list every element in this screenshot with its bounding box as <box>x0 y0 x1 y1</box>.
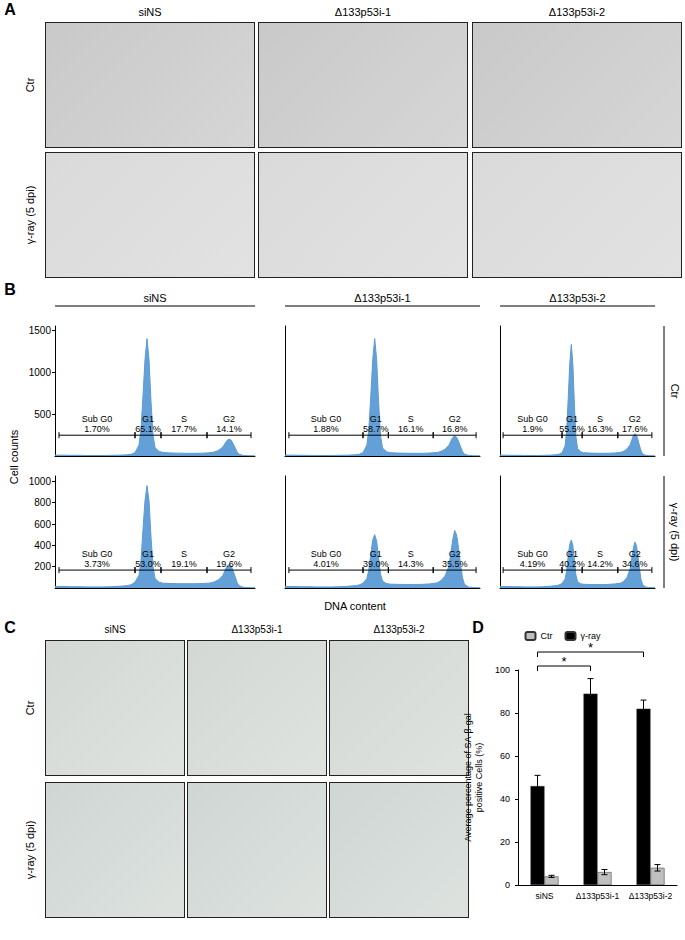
svg-text:16.3%: 16.3% <box>587 424 613 434</box>
html-text:Δ133p53i-2: Δ133p53i-2 <box>373 624 425 635</box>
svg-text:19.1%: 19.1% <box>171 559 197 569</box>
svg-text:58.7%: 58.7% <box>363 424 389 434</box>
svg-text:35.5%: 35.5% <box>442 559 468 569</box>
svg-text:55.5%: 55.5% <box>559 424 585 434</box>
svg-text:G1: G1 <box>142 549 154 559</box>
svg-text:Sub G0: Sub G0 <box>517 414 548 424</box>
svg-text:G2: G2 <box>223 414 235 424</box>
svg-text:1.88%: 1.88% <box>313 424 339 434</box>
svg-text:Sub G0: Sub G0 <box>82 414 113 424</box>
svg-text:1500: 1500 <box>29 325 52 336</box>
html-text:Δ133p53i-1: Δ133p53i-1 <box>334 5 392 18</box>
svg-text:19.6%: 19.6% <box>216 559 242 569</box>
svg-text:14.3%: 14.3% <box>398 559 424 569</box>
svg-text:S: S <box>181 414 187 424</box>
svg-text:Δ133p53i-1: Δ133p53i-1 <box>354 292 410 304</box>
svg-text:G2: G2 <box>449 414 461 424</box>
svg-text:G1: G1 <box>370 414 382 424</box>
svg-text:Ctr: Ctr <box>541 631 553 641</box>
svg-text:14.2%: 14.2% <box>587 559 613 569</box>
html-text:siNS: siNS <box>104 624 126 635</box>
svg-text:*: * <box>561 654 566 669</box>
svg-text:S: S <box>597 414 603 424</box>
svg-text:600: 600 <box>34 519 51 530</box>
svg-text:200: 200 <box>34 561 51 572</box>
svg-text:20: 20 <box>500 837 510 847</box>
svg-text:γ-ray (5 dpi): γ-ray (5 dpi) <box>669 503 681 562</box>
svg-text:γ-ray: γ-ray <box>580 631 600 641</box>
svg-text:S: S <box>597 549 603 559</box>
svg-text:Sub G0: Sub G0 <box>311 414 342 424</box>
svg-text:53.0%: 53.0% <box>135 559 161 569</box>
html-text:D: D <box>472 619 484 636</box>
svg-text:Δ133p53i-1: Δ133p53i-1 <box>576 891 620 901</box>
svg-text:Δ133p53i-2: Δ133p53i-2 <box>629 891 673 901</box>
svg-text:1000: 1000 <box>29 476 52 487</box>
svg-text:Average percentage of SA-β-gal: Average percentage of SA-β-gal <box>463 713 473 842</box>
svg-text:DNA content: DNA content <box>324 600 386 612</box>
svg-text:34.6%: 34.6% <box>622 559 648 569</box>
svg-text:G2: G2 <box>629 414 641 424</box>
html-text:C: C <box>4 619 16 636</box>
svg-text:65.1%: 65.1% <box>135 424 161 434</box>
svg-text:Sub G0: Sub G0 <box>82 549 113 559</box>
svg-text:17.6%: 17.6% <box>622 424 648 434</box>
svg-text:40: 40 <box>500 794 510 804</box>
svg-text:positive Cells (%): positive Cells (%) <box>474 743 484 813</box>
svg-text:siNS: siNS <box>143 292 166 304</box>
svg-text:Ctr: Ctr <box>669 384 681 399</box>
svg-text:Cell counts: Cell counts <box>8 429 20 484</box>
svg-text:G1: G1 <box>142 414 154 424</box>
svg-text:40.2%: 40.2% <box>559 559 585 569</box>
svg-text:G2: G2 <box>629 549 641 559</box>
svg-text:*: * <box>588 640 593 655</box>
svg-text:1.70%: 1.70% <box>84 424 110 434</box>
svg-text:G2: G2 <box>449 549 461 559</box>
html-text:γ-ray (5 dpi): γ-ray (5 dpi) <box>23 820 36 880</box>
svg-text:17.7%: 17.7% <box>171 424 197 434</box>
svg-text:400: 400 <box>34 540 51 551</box>
svg-text:Sub G0: Sub G0 <box>517 549 548 559</box>
svg-text:16.8%: 16.8% <box>442 424 468 434</box>
svg-text:Δ133p53i-2: Δ133p53i-2 <box>549 292 605 304</box>
html-text:Ctr: Ctr <box>23 700 36 716</box>
svg-text:500: 500 <box>34 409 51 420</box>
svg-text:S: S <box>181 549 187 559</box>
html-text:B: B <box>4 281 16 298</box>
svg-text:39.0%: 39.0% <box>363 559 389 569</box>
svg-text:S: S <box>408 414 414 424</box>
svg-text:0: 0 <box>505 880 510 890</box>
html-text:Ctr: Ctr <box>23 77 36 93</box>
svg-text:60: 60 <box>500 751 510 761</box>
html-text:Δ133p53i-2: Δ133p53i-2 <box>548 5 606 18</box>
svg-text:Sub G0: Sub G0 <box>311 549 342 559</box>
svg-text:3.73%: 3.73% <box>84 559 110 569</box>
html-text:siNS: siNS <box>138 5 162 18</box>
svg-text:G1: G1 <box>566 414 578 424</box>
svg-text:1.9%: 1.9% <box>522 424 543 434</box>
html-text:Δ133p53i-1: Δ133p53i-1 <box>231 624 283 635</box>
html-text:A: A <box>4 1 16 18</box>
svg-text:S: S <box>408 549 414 559</box>
svg-text:G1: G1 <box>566 549 578 559</box>
svg-text:14.1%: 14.1% <box>216 424 242 434</box>
svg-text:1000: 1000 <box>29 367 52 378</box>
svg-text:800: 800 <box>34 497 51 508</box>
svg-text:100: 100 <box>495 665 510 675</box>
svg-text:4.01%: 4.01% <box>313 559 339 569</box>
svg-text:G2: G2 <box>223 549 235 559</box>
svg-text:4.19%: 4.19% <box>520 559 546 569</box>
svg-text:16.1%: 16.1% <box>398 424 424 434</box>
svg-text:80: 80 <box>500 708 510 718</box>
svg-text:G1: G1 <box>370 549 382 559</box>
svg-text:siNS: siNS <box>536 891 554 901</box>
html-text:γ-ray (5 dpi): γ-ray (5 dpi) <box>23 185 36 245</box>
